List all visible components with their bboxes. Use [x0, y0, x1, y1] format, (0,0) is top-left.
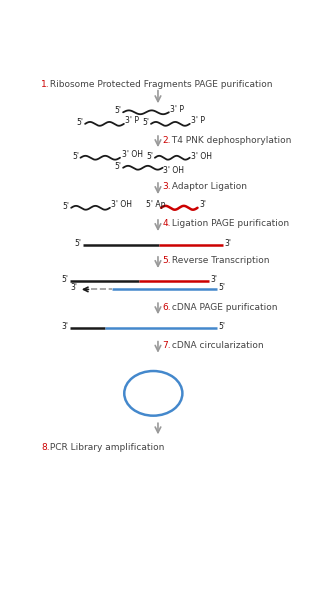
- Text: 3': 3': [211, 275, 218, 284]
- Text: T4 PNK dephosphorylation: T4 PNK dephosphorylation: [169, 135, 291, 145]
- Text: 5': 5': [115, 162, 121, 171]
- Text: 5': 5': [218, 284, 226, 292]
- Text: 3' P: 3' P: [191, 116, 205, 125]
- Text: 5': 5': [63, 202, 70, 211]
- Text: 3': 3': [61, 322, 68, 331]
- Text: 3' P: 3' P: [170, 105, 184, 114]
- Text: 3' P: 3' P: [125, 116, 139, 125]
- Text: 1.: 1.: [41, 80, 49, 89]
- Text: cDNA PAGE purification: cDNA PAGE purification: [169, 303, 277, 312]
- Text: Ribosome Protected Fragments PAGE purification: Ribosome Protected Fragments PAGE purifi…: [47, 80, 273, 89]
- Text: 7.: 7.: [163, 341, 171, 350]
- Text: 3': 3': [225, 239, 232, 248]
- Text: 3' OH: 3' OH: [112, 200, 133, 209]
- Text: 5': 5': [146, 152, 153, 161]
- Text: cDNA circularization: cDNA circularization: [169, 341, 264, 350]
- Text: 5': 5': [77, 118, 83, 127]
- Text: 5' Ap: 5' Ap: [146, 200, 165, 209]
- Text: Ligation PAGE purification: Ligation PAGE purification: [169, 220, 289, 228]
- Text: 5': 5': [61, 275, 68, 284]
- Text: 5': 5': [74, 239, 81, 248]
- Text: PCR Library amplification: PCR Library amplification: [47, 443, 164, 453]
- Text: 3': 3': [199, 200, 206, 209]
- Text: 5': 5': [115, 106, 121, 115]
- Text: 5': 5': [72, 152, 79, 161]
- Text: 3': 3': [70, 284, 77, 292]
- Text: 6.: 6.: [163, 303, 171, 312]
- Text: 5': 5': [142, 118, 150, 127]
- Text: 3.: 3.: [163, 183, 171, 191]
- Text: 4.: 4.: [163, 220, 171, 228]
- Text: 5': 5': [218, 322, 226, 331]
- Text: 3' OH: 3' OH: [163, 165, 184, 175]
- Text: 3' OH: 3' OH: [191, 152, 212, 161]
- Text: 3' OH: 3' OH: [121, 150, 142, 159]
- Text: 5.: 5.: [163, 256, 171, 266]
- Text: 2.: 2.: [163, 135, 171, 145]
- Text: Reverse Transcription: Reverse Transcription: [169, 256, 269, 266]
- Text: 8.: 8.: [41, 443, 49, 453]
- Text: Adaptor Ligation: Adaptor Ligation: [169, 183, 247, 191]
